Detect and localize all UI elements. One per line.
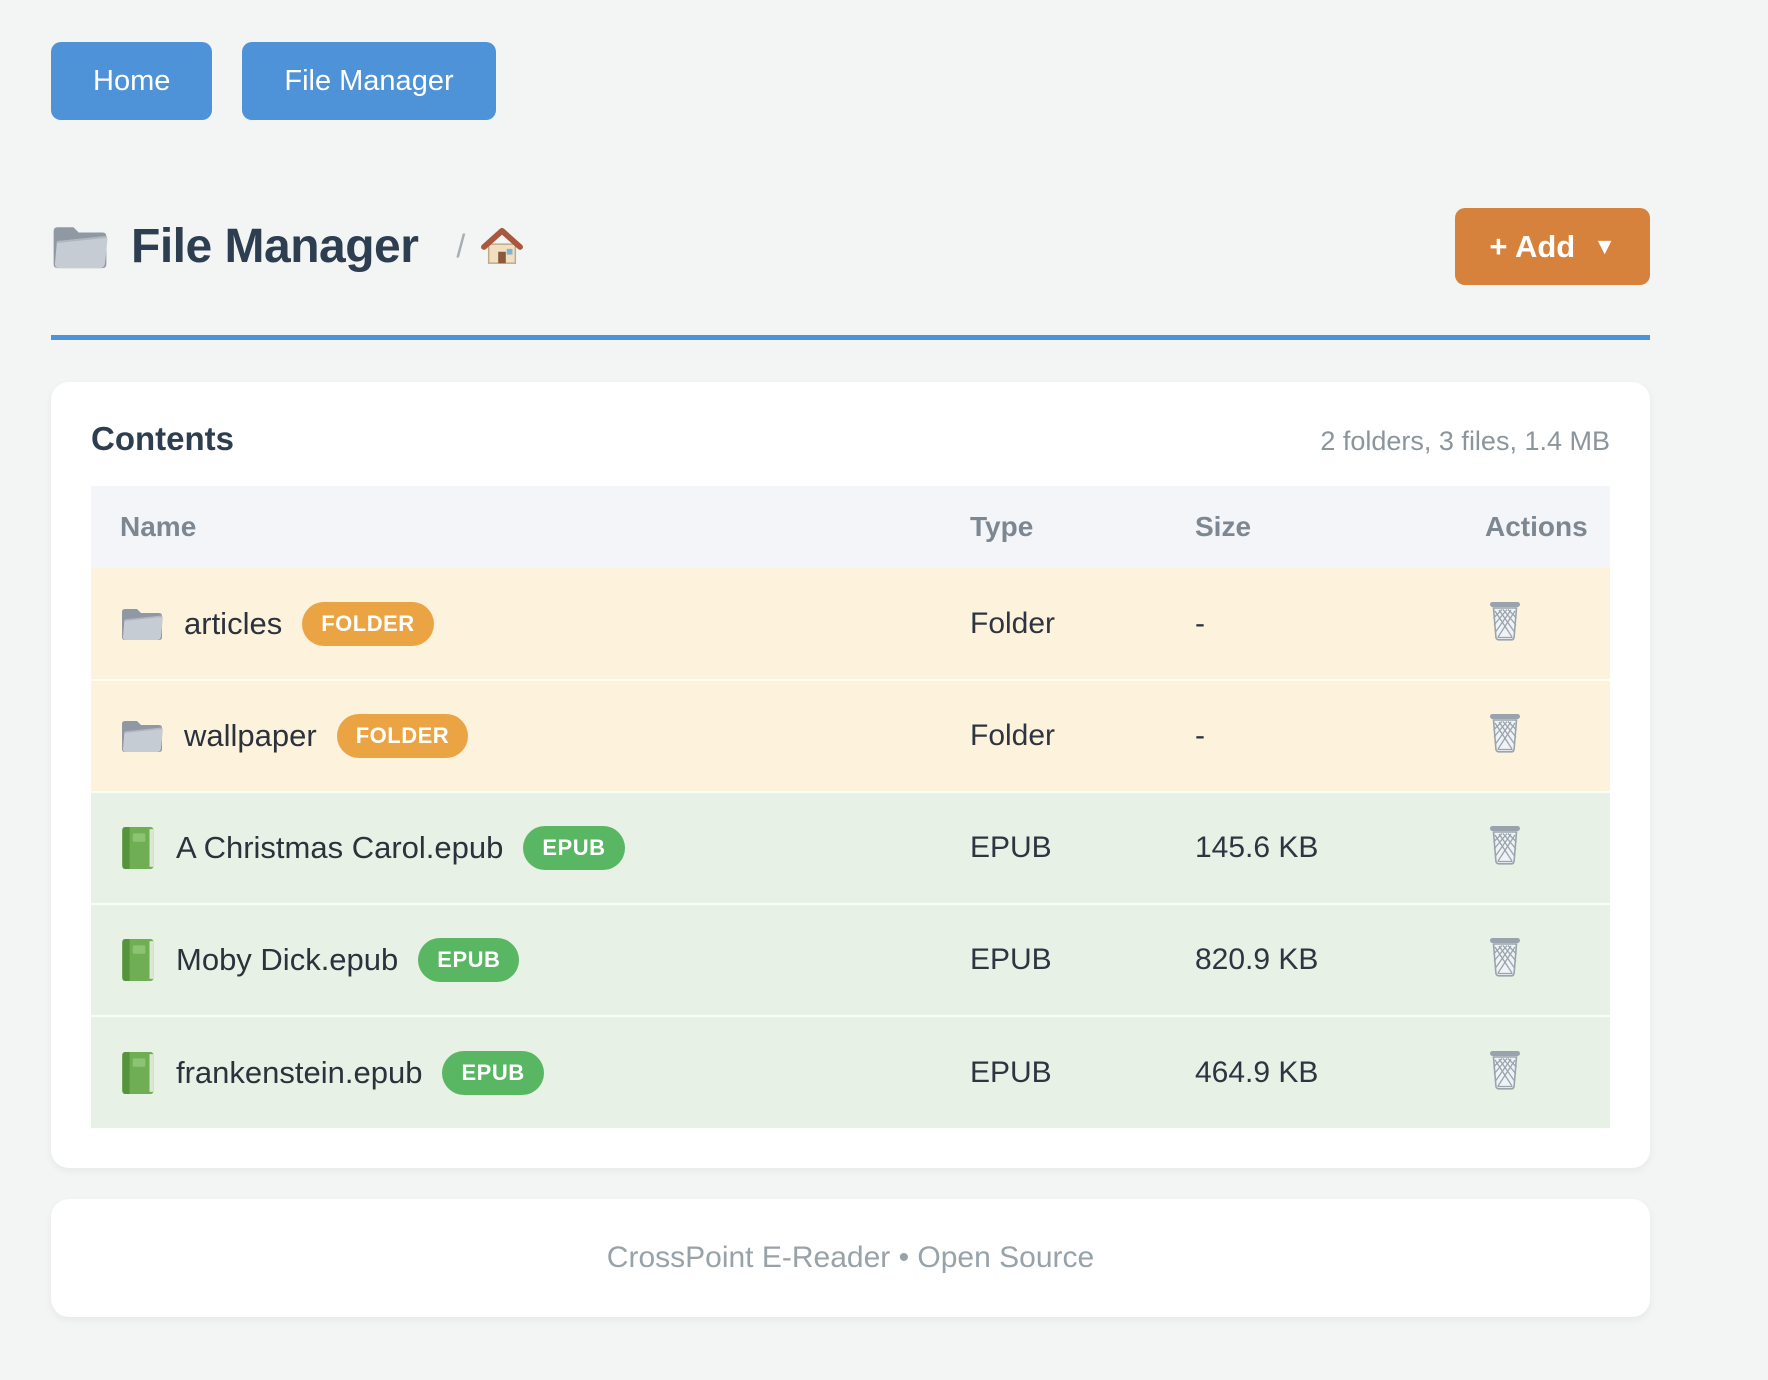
entry-size: - (1195, 719, 1205, 752)
table-row: Moby Dick.epub EPUB EPUB 820.9 KB (91, 904, 1610, 1016)
house-icon[interactable] (481, 227, 524, 267)
folder-icon (120, 606, 164, 642)
entry-size: - (1195, 606, 1205, 640)
column-header-actions: Actions (1456, 486, 1610, 568)
entry-name-link[interactable]: A Christmas Carol.epub (176, 830, 504, 865)
folder-icon (51, 223, 109, 271)
column-header-type: Type (941, 486, 1166, 568)
page-title: File Manager (131, 220, 419, 273)
delete-button[interactable] (1485, 1047, 1525, 1091)
entry-type-badge: FOLDER (302, 601, 434, 646)
file-manager-button[interactable]: File Manager (242, 42, 496, 120)
add-button[interactable]: + Add ▼ (1455, 208, 1650, 285)
entry-name-link[interactable]: wallpaper (184, 718, 317, 753)
entry-name-link[interactable]: articles (184, 605, 283, 641)
entry-type: EPUB (970, 831, 1052, 864)
name-cell: A Christmas Carol.epub EPUB (120, 826, 941, 870)
entry-type-badge: FOLDER (336, 714, 469, 758)
table-row: articles FOLDER Folder - (91, 568, 1610, 680)
book-icon (120, 1051, 156, 1095)
table-row: wallpaper FOLDER Folder - (91, 680, 1610, 792)
name-cell: wallpaper FOLDER (120, 714, 941, 758)
book-icon (120, 826, 156, 870)
entry-type-badge: EPUB (523, 826, 625, 870)
entry-size: 820.9 KB (1195, 943, 1319, 976)
chevron-down-icon: ▼ (1593, 233, 1616, 259)
delete-button[interactable] (1485, 822, 1525, 866)
table-row: A Christmas Carol.epub EPUB EPUB 145.6 K… (91, 792, 1610, 904)
book-icon (120, 938, 156, 982)
entry-name-link[interactable]: Moby Dick.epub (176, 942, 399, 977)
entry-type: Folder (970, 606, 1056, 640)
footer-text: CrossPoint E-Reader • Open Source (606, 1241, 1095, 1274)
breadcrumb: / (456, 227, 524, 267)
home-button[interactable]: Home (51, 42, 213, 120)
entry-type-badge: EPUB (418, 938, 520, 982)
file-table-body: articles FOLDER Folder - wallpaper FOLDE… (91, 568, 1610, 1128)
delete-button[interactable] (1485, 598, 1525, 642)
name-cell: frankenstein.epub EPUB (120, 1050, 941, 1095)
contents-heading: Contents (91, 420, 234, 457)
contents-summary: 2 folders, 3 files, 1.4 MB (1320, 426, 1610, 456)
footer-card: CrossPoint E-Reader • Open Source (51, 1199, 1650, 1317)
file-table: Name Type Size Actions articles FOLDER F… (91, 486, 1610, 1128)
column-header-size: Size (1166, 486, 1456, 568)
page-header: File Manager / + Add ▼ (51, 208, 1650, 340)
entry-size: 464.9 KB (1195, 1055, 1319, 1089)
entry-type: Folder (970, 719, 1056, 752)
contents-card: Contents 2 folders, 3 files, 1.4 MB Name… (51, 382, 1650, 1168)
name-cell: Moby Dick.epub EPUB (120, 938, 941, 982)
name-cell: articles FOLDER (120, 601, 941, 646)
add-button-label: + Add (1489, 228, 1576, 264)
delete-button[interactable] (1485, 710, 1525, 754)
table-header-row: Name Type Size Actions (91, 486, 1610, 568)
folder-icon (120, 718, 164, 754)
column-header-name: Name (91, 486, 941, 568)
breadcrumb-separator: / (456, 228, 466, 264)
page-container: Home File Manager File Manager / + Add ▼… (51, 0, 1650, 1317)
entry-type-badge: EPUB (442, 1050, 544, 1095)
contents-card-header: Contents 2 folders, 3 files, 1.4 MB (91, 420, 1610, 458)
delete-button[interactable] (1485, 934, 1525, 978)
entry-size: 145.6 KB (1195, 831, 1319, 864)
entry-type: EPUB (970, 943, 1052, 976)
entry-name-link[interactable]: frankenstein.epub (176, 1054, 423, 1090)
top-nav: Home File Manager (51, 42, 1650, 120)
table-row: frankenstein.epub EPUB EPUB 464.9 KB (91, 1016, 1610, 1128)
title-wrap: File Manager / (51, 219, 524, 274)
entry-type: EPUB (970, 1055, 1052, 1089)
